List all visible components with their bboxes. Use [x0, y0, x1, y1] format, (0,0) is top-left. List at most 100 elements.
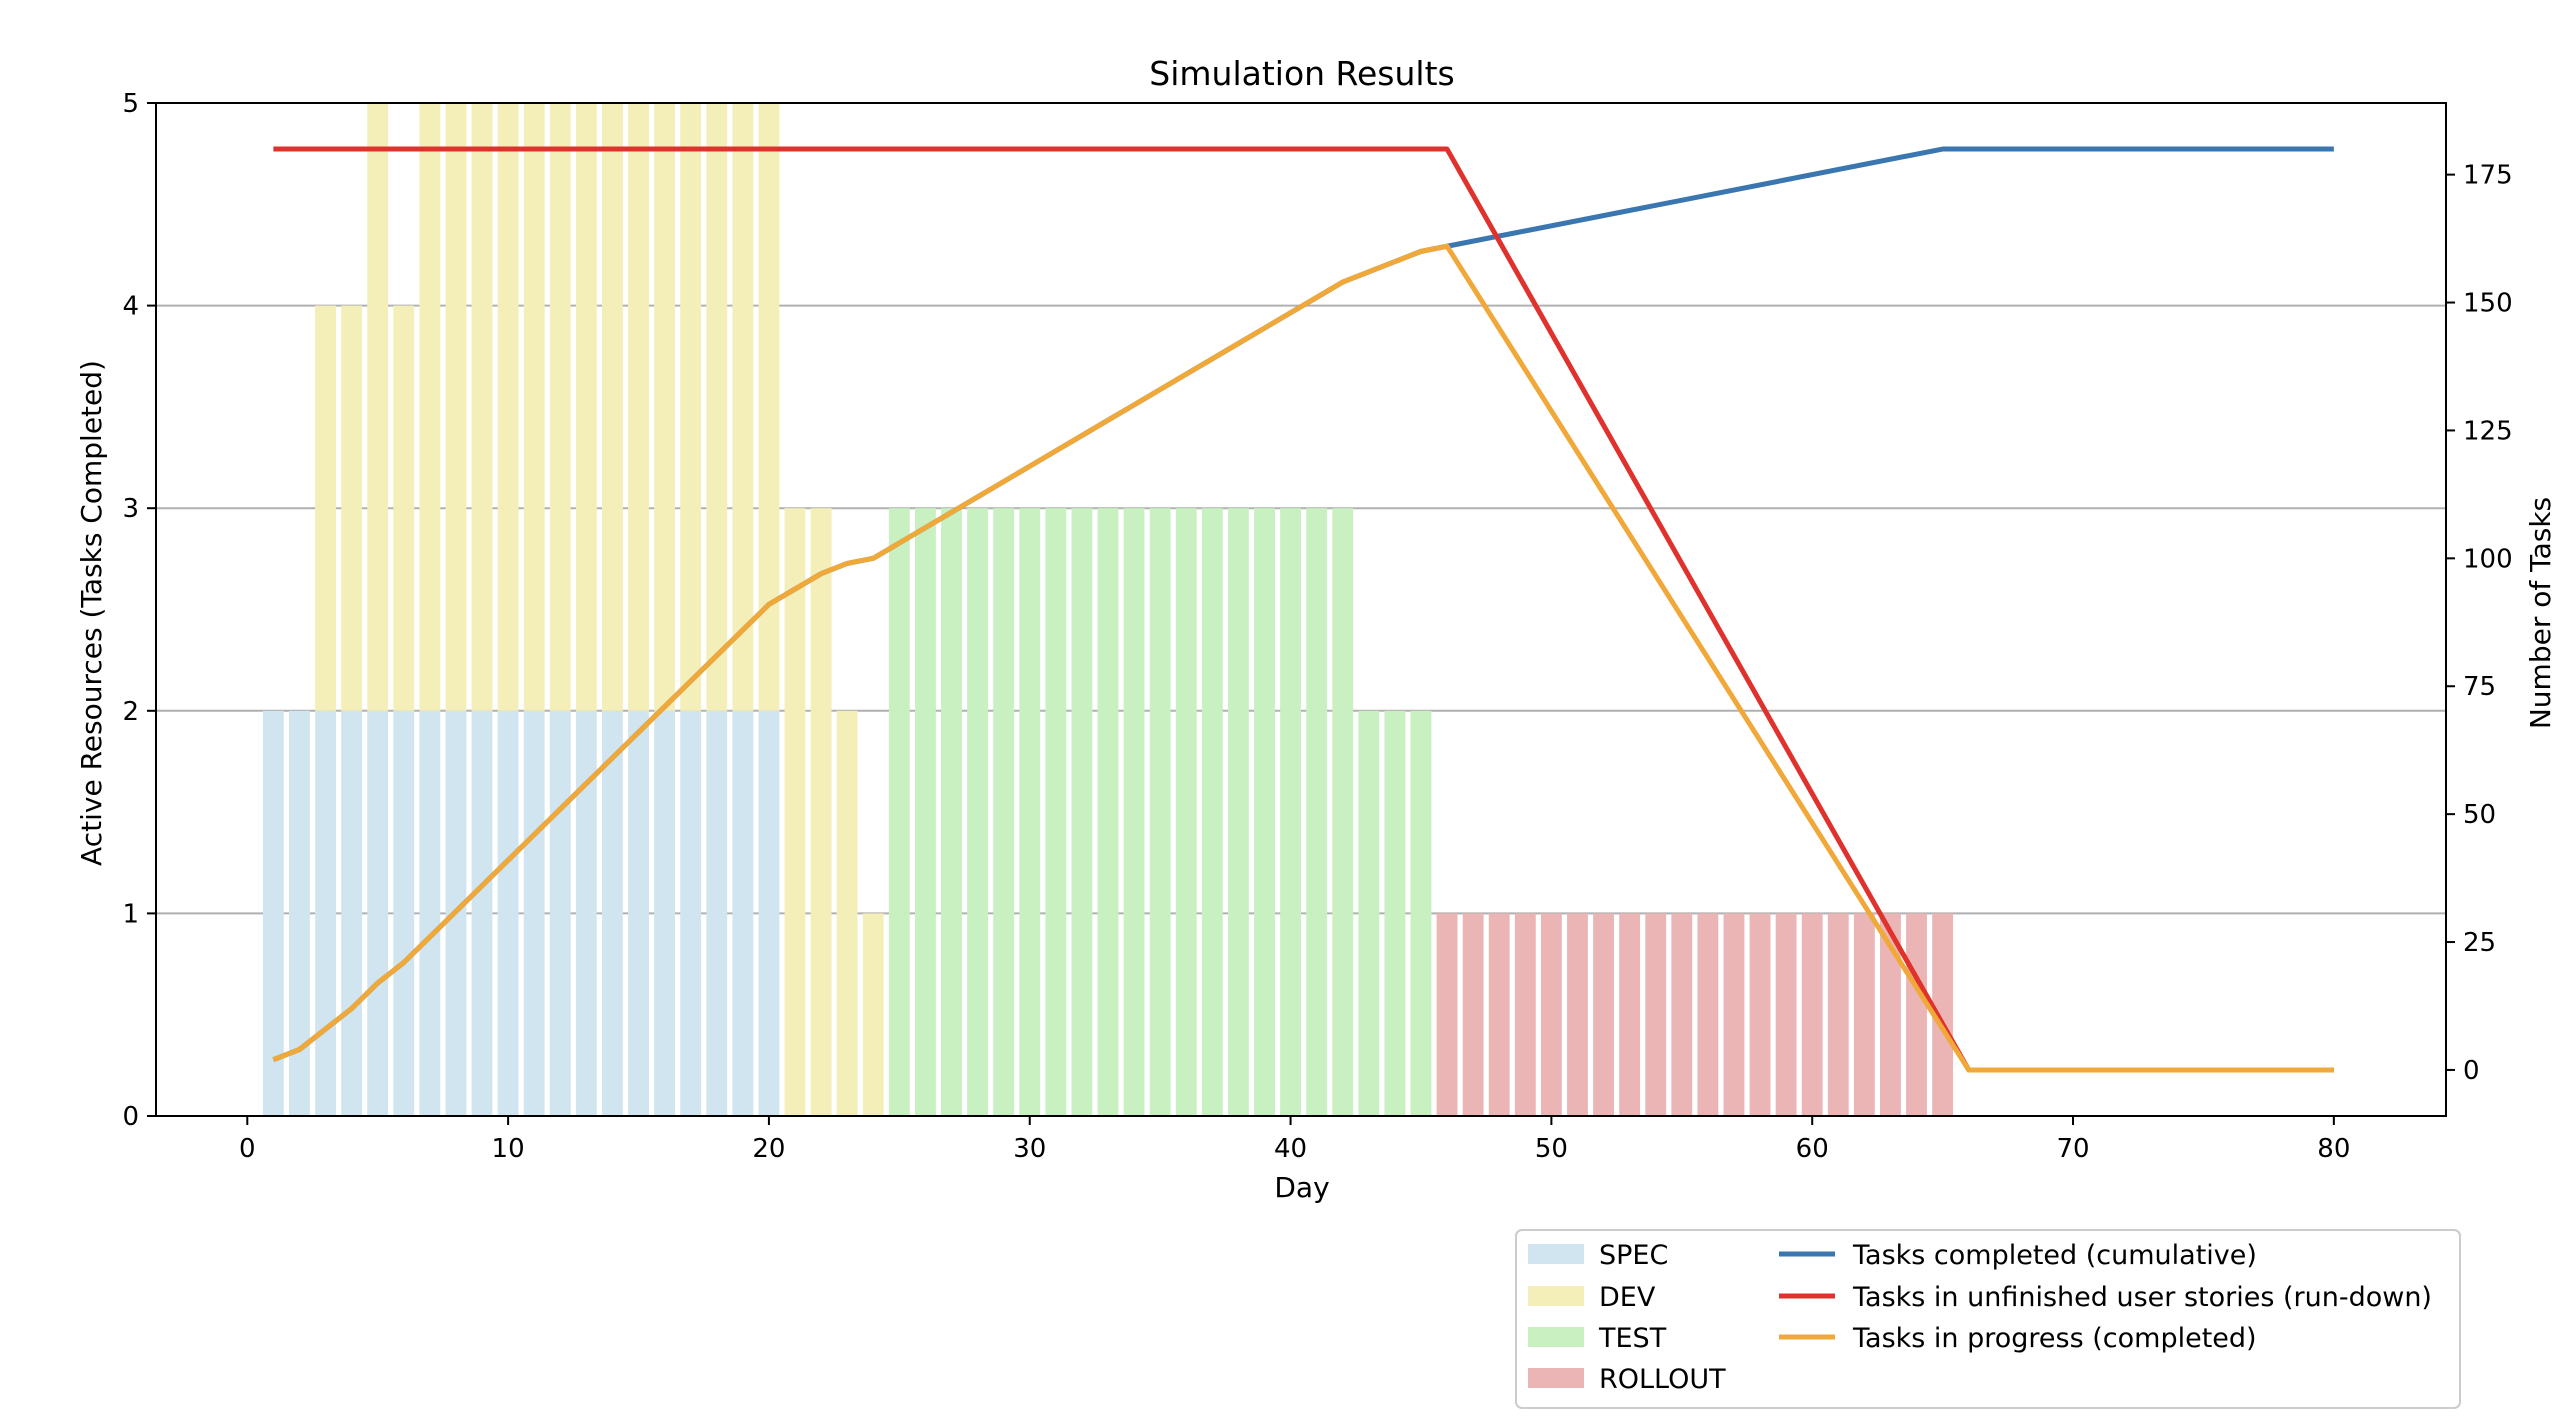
bar-rollout-60: [1801, 913, 1823, 1116]
bar-dev-8: [445, 103, 467, 711]
lines-layer: [272, 146, 2334, 1073]
legend-label-spec: SPEC: [1599, 1240, 1668, 1271]
bar-series-spec: [262, 710, 780, 1116]
bar-test-42: [1332, 508, 1354, 1116]
bar-dev-22: [810, 508, 832, 1116]
y-axis-title: Active Resources (Tasks Completed): [75, 360, 108, 866]
x-tick-label-1: 10: [492, 1134, 525, 1164]
bar-spec-14: [602, 710, 623, 1116]
bar-rollout-47: [1462, 913, 1484, 1116]
bar-dev-21: [784, 508, 806, 1116]
bar-rollout-50: [1540, 913, 1562, 1116]
bar-test-30: [1019, 508, 1041, 1116]
bar-rollout-57: [1723, 913, 1745, 1116]
bar-spec-17: [680, 710, 702, 1116]
bar-spec-19: [732, 710, 754, 1116]
bar-dev-4: [341, 305, 363, 711]
x-tick-label-3: 30: [1013, 1134, 1046, 1164]
bar-spec-5: [367, 710, 389, 1116]
bar-rollout-65: [1932, 913, 1954, 1116]
bar-spec-12: [549, 710, 571, 1116]
y2-tick-label-7: 175: [2463, 161, 2513, 191]
y2-tick-label-5: 125: [2463, 416, 2513, 446]
x-axis-title: Day: [1274, 1171, 1329, 1204]
bar-dev-7: [419, 103, 441, 711]
bars-layer: [262, 103, 1954, 1116]
bar-rollout-49: [1514, 913, 1536, 1116]
bar-test-36: [1175, 508, 1197, 1116]
bar-spec-16: [654, 710, 676, 1116]
bar-test-27: [941, 508, 962, 1116]
bar-dev-10: [497, 103, 519, 711]
bar-rollout-55: [1671, 913, 1693, 1116]
bar-series-rollout: [1436, 913, 1954, 1116]
bar-test-44: [1384, 710, 1406, 1116]
bar-dev-14: [602, 103, 623, 711]
axes-layer: 0 10 20 30 40 50 60 70 8001234502550751001251501…: [122, 89, 2512, 1164]
bar-series-test: [888, 508, 1432, 1116]
y2-tick-label-2: 50: [2463, 800, 2496, 830]
bar-spec-13: [575, 710, 597, 1116]
bar-test-38: [1227, 508, 1249, 1116]
bar-rollout-58: [1749, 913, 1771, 1116]
bar-dev-16: [654, 103, 676, 711]
bar-test-35: [1149, 508, 1171, 1116]
bar-dev-3: [315, 305, 336, 711]
legend-line-label-1: Tasks in unfinished user stories (run-do…: [1852, 1282, 2432, 1313]
y2-tick-label-3: 75: [2463, 672, 2496, 702]
y-tick-label-2: 2: [122, 697, 139, 727]
bar-rollout-51: [1567, 913, 1588, 1116]
bar-rollout-53: [1619, 913, 1641, 1116]
bar-rollout-54: [1645, 913, 1667, 1116]
bar-test-37: [1201, 508, 1223, 1116]
plot-frame: [155, 102, 2447, 1117]
y-tick-label-3: 3: [122, 494, 139, 524]
legend-swatch-spec: [1528, 1244, 1584, 1264]
bar-rollout-52: [1593, 913, 1614, 1116]
legend-swatch-test: [1528, 1327, 1584, 1347]
y2-tick-label-0: 0: [2463, 1056, 2480, 1086]
x-tick-label-6: 60: [1796, 1134, 1829, 1164]
bar-rollout-62: [1853, 913, 1875, 1116]
y-tick-label-5: 5: [122, 89, 139, 119]
bar-spec-2: [289, 710, 310, 1116]
legend-label-dev: DEV: [1599, 1282, 1656, 1313]
legend-line-label-0: Tasks completed (cumulative): [1852, 1240, 2257, 1271]
bar-dev-11: [523, 103, 545, 711]
bar-spec-7: [419, 710, 441, 1116]
legend-line-label-2: Tasks in progress (completed): [1852, 1323, 2257, 1354]
bar-test-31: [1045, 508, 1067, 1116]
bar-dev-6: [393, 305, 415, 711]
bar-dev-13: [575, 103, 597, 711]
bar-spec-1: [262, 710, 284, 1116]
bar-spec-20: [758, 710, 780, 1116]
bar-rollout-63: [1880, 913, 1901, 1116]
bar-test-33: [1097, 508, 1119, 1116]
bar-test-25: [888, 508, 910, 1116]
bar-rollout-48: [1488, 913, 1510, 1116]
bar-test-28: [967, 508, 989, 1116]
bar-rollout-46: [1436, 913, 1458, 1116]
bar-dev-18: [706, 103, 728, 711]
x-tick-label-8: 80: [2317, 1134, 2350, 1164]
y-tick-label-4: 4: [122, 292, 139, 322]
x-tick-label-4: 40: [1274, 1134, 1307, 1164]
bar-rollout-56: [1697, 913, 1719, 1116]
bar-dev-20: [758, 103, 780, 711]
bar-dev-12: [549, 103, 571, 711]
bar-test-40: [1280, 508, 1301, 1116]
legend-label-test: TEST: [1598, 1323, 1667, 1354]
legend-box: [1515, 1229, 2461, 1409]
y2-tick-label-6: 150: [2463, 289, 2513, 319]
x-tick-label-2: 20: [752, 1134, 785, 1164]
bar-rollout-61: [1827, 913, 1849, 1116]
x-tick-label-7: 70: [2056, 1134, 2089, 1164]
bar-test-41: [1306, 508, 1328, 1116]
line-series-2: [272, 243, 2334, 1073]
bar-test-29: [993, 508, 1015, 1116]
bar-dev-23: [836, 710, 858, 1116]
legend-swatch-rollout: [1528, 1368, 1584, 1388]
y-tick-label-1: 1: [122, 899, 139, 929]
y2-tick-label-4: 100: [2463, 544, 2513, 574]
